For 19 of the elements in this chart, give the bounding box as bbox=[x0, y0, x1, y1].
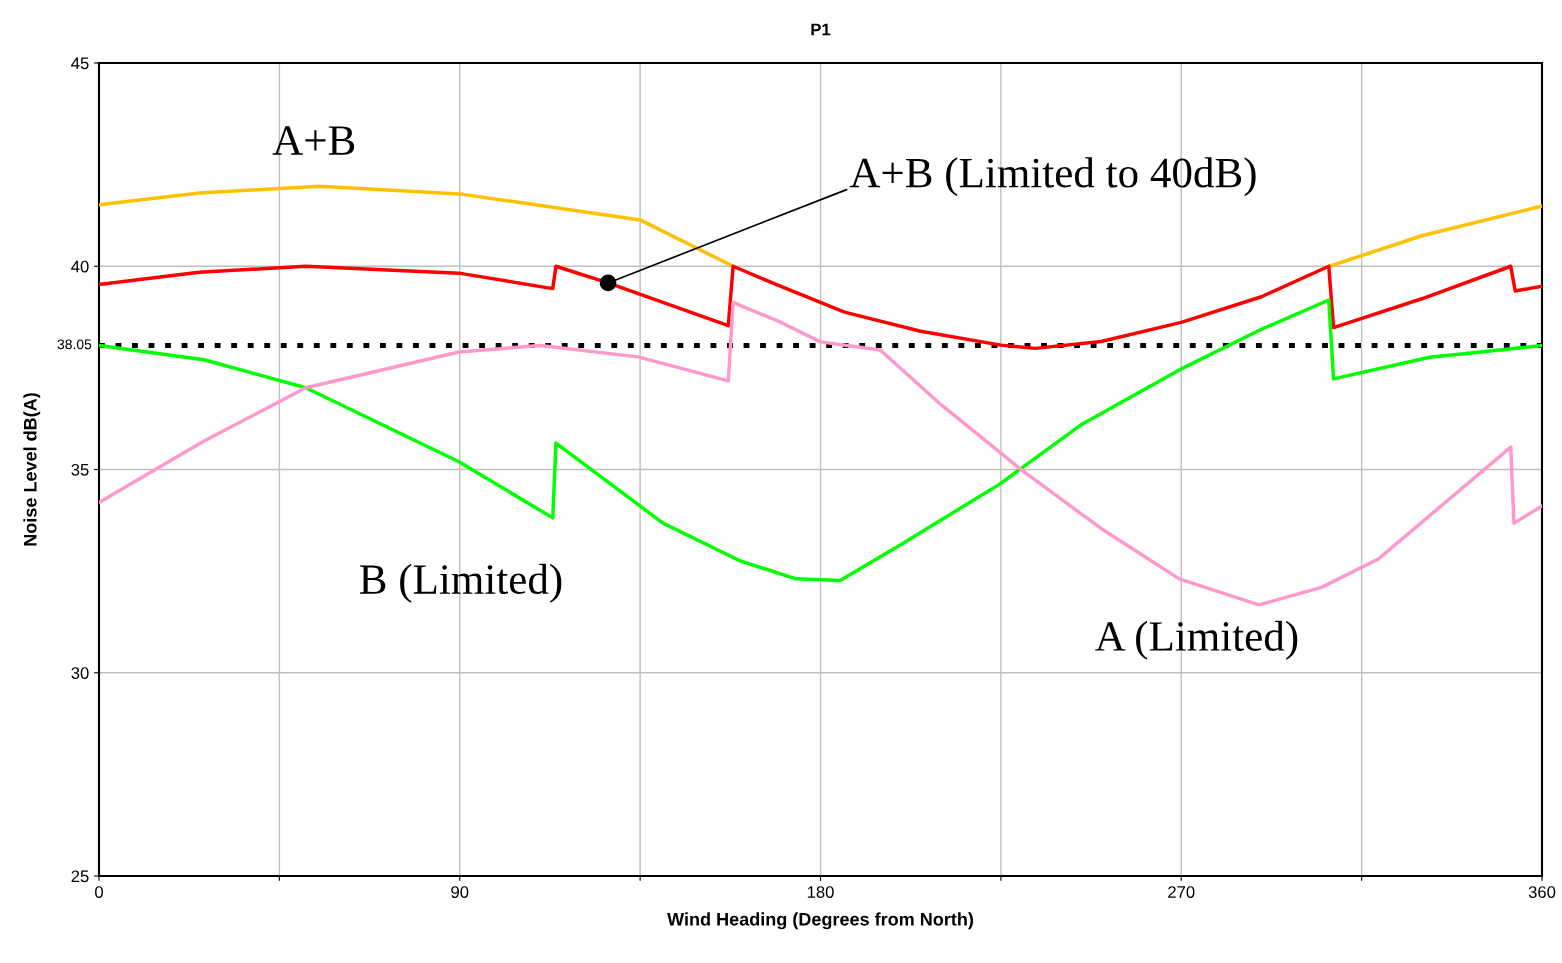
y-axis-title: Noise Level dB(A) bbox=[23, 393, 41, 546]
annotation: A+B (Limited to 40dB) bbox=[849, 157, 1256, 197]
chart-title: P1 bbox=[811, 23, 831, 36]
x-tick-label: 90 bbox=[451, 886, 469, 898]
y-tick-label: 45 bbox=[71, 57, 89, 70]
y-tick-label: 30 bbox=[71, 667, 89, 679]
x-tick-label: 270 bbox=[1168, 886, 1195, 898]
line-series bbox=[99, 264, 1542, 351]
ref-line-label: 38.05 bbox=[57, 339, 92, 350]
x-axis-title: Wind Heading (Degrees from North) bbox=[667, 912, 974, 930]
series-label: B (Limited) bbox=[359, 563, 562, 603]
series-label: A (Limited) bbox=[1095, 620, 1298, 660]
x-tick-label: 180 bbox=[807, 886, 834, 898]
y-tick-label: 35 bbox=[71, 463, 89, 476]
x-tick-label: 0 bbox=[95, 886, 103, 898]
y-tick-label: 40 bbox=[71, 260, 89, 273]
series-label: A+B bbox=[272, 126, 355, 155]
x-tick-label: 360 bbox=[1528, 886, 1556, 898]
y-tick-label: 25 bbox=[71, 870, 89, 883]
